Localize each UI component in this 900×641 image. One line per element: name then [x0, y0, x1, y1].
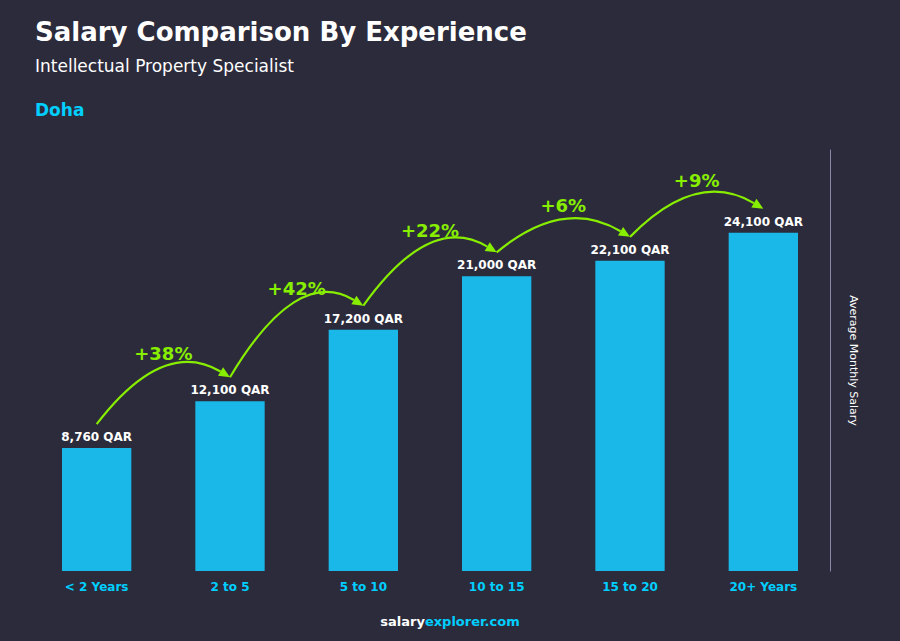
svg-text:+6%: +6% — [541, 195, 587, 216]
svg-text:+9%: +9% — [674, 170, 720, 191]
svg-text:8,760 QAR: 8,760 QAR — [61, 430, 132, 444]
svg-text:15 to 20: 15 to 20 — [602, 580, 658, 594]
svg-text:20+ Years: 20+ Years — [729, 580, 797, 594]
svg-text:12,100 QAR: 12,100 QAR — [190, 383, 269, 397]
svg-text:salary: salary — [380, 614, 425, 629]
svg-text:17,200 QAR: 17,200 QAR — [324, 312, 403, 326]
svg-text:Intellectual Property Speciali: Intellectual Property Specialist — [35, 56, 294, 76]
svg-text:10 to 15: 10 to 15 — [469, 580, 525, 594]
svg-text:+42%: +42% — [268, 278, 326, 299]
svg-text:Salary Comparison By Experienc: Salary Comparison By Experience — [35, 17, 527, 47]
svg-text:< 2 Years: < 2 Years — [65, 580, 129, 594]
svg-text:21,000 QAR: 21,000 QAR — [457, 258, 536, 272]
svg-text:explorer.com: explorer.com — [425, 614, 520, 629]
svg-text:5 to 10: 5 to 10 — [340, 580, 387, 594]
svg-text:Average Monthly Salary: Average Monthly Salary — [847, 295, 860, 426]
svg-text:+38%: +38% — [134, 343, 192, 364]
svg-text:2 to 5: 2 to 5 — [210, 580, 249, 594]
svg-text:24,100 QAR: 24,100 QAR — [724, 215, 803, 229]
svg-text:+22%: +22% — [401, 220, 459, 241]
svg-text:22,100 QAR: 22,100 QAR — [590, 243, 669, 257]
svg-text:Doha: Doha — [35, 100, 84, 120]
